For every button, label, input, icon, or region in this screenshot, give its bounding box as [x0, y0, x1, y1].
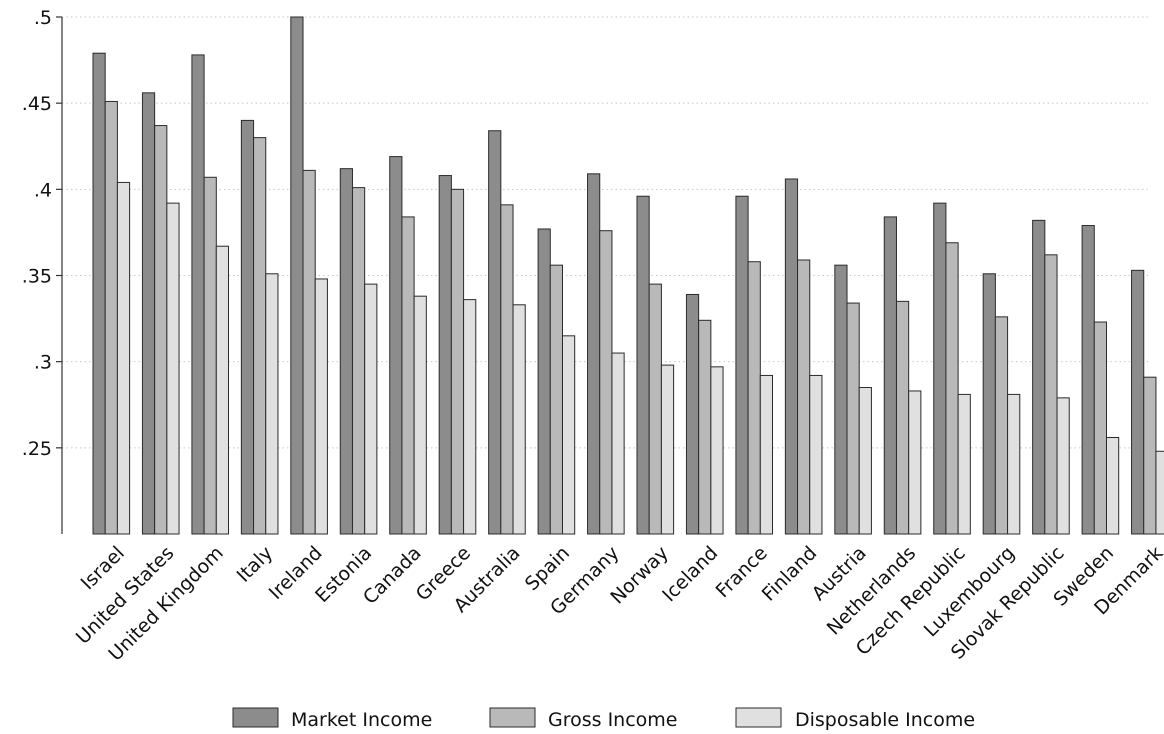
bar-gross-income [203, 176, 217, 535]
bar-gross-income [351, 187, 366, 535]
bar-market-income [488, 130, 502, 535]
bar-market-income [92, 52, 106, 535]
bar-disposable-income [166, 202, 180, 535]
bar-market-income [1081, 225, 1095, 535]
bar-disposable-income [908, 390, 922, 535]
bar-gross-income [698, 319, 712, 535]
bar-disposable-income [1056, 397, 1070, 535]
legend-label: Disposable Income [795, 709, 975, 731]
category-label: Italy [233, 542, 278, 587]
bar-gross-income [450, 188, 465, 535]
bar-disposable-income [512, 304, 526, 535]
bar-disposable-income [1007, 393, 1021, 535]
bar-gross-income [846, 302, 860, 535]
bar-disposable-income [759, 374, 774, 535]
legend-label: Gross Income [548, 709, 678, 731]
bar-market-income [735, 195, 749, 535]
bar-market-income [438, 175, 452, 535]
bar-disposable-income [364, 283, 378, 535]
category-label: Finland [758, 542, 822, 606]
bar-market-income [1032, 219, 1046, 535]
bar-disposable-income [314, 278, 328, 535]
bar-gross-income [747, 261, 761, 535]
bar-disposable-income [463, 299, 477, 535]
bar-market-income [933, 202, 947, 535]
y-tick-label: .5 [34, 7, 52, 29]
bar-market-income [339, 168, 353, 535]
bar-market-income [240, 119, 255, 535]
bar-gross-income [104, 100, 118, 535]
bar-gross-income [599, 230, 613, 535]
y-tick-label: .35 [22, 266, 52, 288]
bar-disposable-income [1155, 450, 1164, 535]
bar-gross-income [1093, 321, 1107, 535]
legend-swatch [232, 707, 279, 728]
y-tick-label: .25 [22, 438, 52, 460]
bar-gross-income [154, 125, 168, 535]
bar-market-income [141, 92, 156, 535]
bar-gross-income [994, 316, 1009, 535]
bar-market-income [191, 54, 205, 535]
bar-gross-income [895, 300, 910, 535]
bar-disposable-income [710, 366, 724, 535]
bar-gross-income [302, 169, 316, 535]
bar-gross-income [648, 283, 662, 535]
bar-disposable-income [611, 352, 625, 535]
y-axis: .25 .3 .35 .4 .45 .5 [22, 7, 63, 534]
bar-market-income [290, 16, 304, 535]
bar-disposable-income [809, 374, 823, 535]
bar-gross-income [253, 137, 267, 535]
bar-market-income [537, 228, 551, 535]
bar-market-income [587, 173, 601, 535]
bar-gross-income [945, 242, 959, 535]
bar-gross-income [1143, 376, 1157, 535]
bar-market-income [389, 156, 403, 535]
bar-market-income [784, 178, 799, 535]
bar-gross-income [401, 216, 415, 535]
bar-market-income [636, 195, 650, 535]
bar-disposable-income [561, 335, 576, 535]
bar-gross-income [549, 264, 563, 535]
bar-disposable-income [957, 393, 971, 535]
y-tick-label: .45 [22, 93, 52, 115]
bar-market-income [982, 273, 996, 535]
legend-swatch [735, 707, 782, 728]
bar-disposable-income [116, 181, 131, 535]
bar-gross-income [500, 204, 514, 535]
legend-swatch [489, 707, 536, 728]
bar-market-income [685, 293, 700, 535]
bar-disposable-income [215, 245, 230, 535]
bar-market-income [1131, 269, 1145, 535]
y-tick-label: .4 [34, 179, 52, 201]
category-label: Iceland [658, 542, 722, 606]
bar-disposable-income [1105, 436, 1120, 535]
bar-gross-income [797, 259, 811, 535]
legend-label: Market Income [291, 709, 432, 731]
legend: Market Income Gross Income Disposable Inco… [232, 707, 975, 731]
bars [92, 16, 1164, 535]
y-tick-label: .3 [34, 352, 52, 374]
bar-disposable-income [858, 387, 872, 535]
bar-disposable-income [660, 364, 675, 535]
bar-disposable-income [413, 295, 427, 535]
bar-gross-income [1044, 254, 1058, 535]
bar-market-income [834, 264, 848, 535]
bar-market-income [883, 216, 897, 535]
bar-disposable-income [265, 273, 279, 535]
